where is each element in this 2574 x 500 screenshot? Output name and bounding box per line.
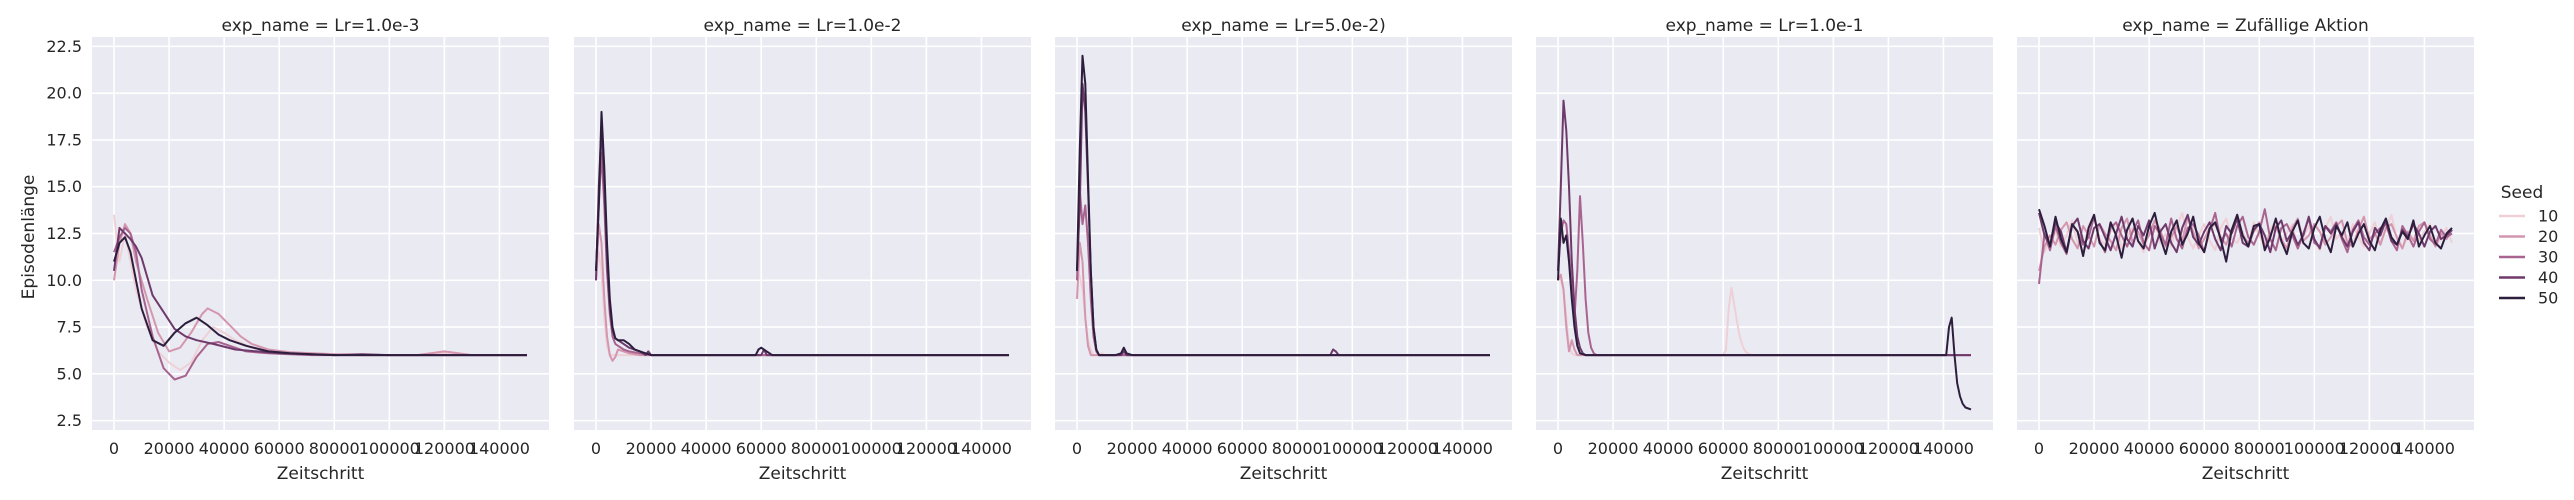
- series-line-seed-50: [2038, 208, 2453, 263]
- y-tick-label: 17.5: [46, 130, 82, 149]
- x-tick-label: 0: [1072, 439, 1082, 458]
- x-tick-label: 60000: [2179, 439, 2230, 458]
- x-tick-label: 120000: [1377, 439, 1438, 458]
- x-axis-label: Zeitschritt: [277, 464, 365, 484]
- x-tick-label: 100000: [841, 439, 902, 458]
- facet-panel: exp_name = Lr=1.0e-2 0 20000 40000 60000 8000…: [574, 16, 1031, 484]
- x-tick-label: 80000: [791, 439, 842, 458]
- series-line-seed-50: [1076, 54, 1490, 357]
- x-tick-label: 40000: [2124, 439, 2175, 458]
- facet-panel: exp_name = Lr=1.0e-3 0 20000 40000 60000 8000…: [46, 16, 549, 484]
- y-tick-label: 22.5: [46, 37, 82, 56]
- x-tick-label: 20000: [2069, 439, 2120, 458]
- x-tick-label: 0: [2034, 439, 2044, 458]
- x-tick-label: 140000: [951, 439, 1012, 458]
- y-tick-label: 7.5: [57, 318, 82, 337]
- facet-panel: exp_name = Lr=5.0e-2) 0 20000 40000 60000 800…: [1055, 16, 1512, 484]
- x-tick-label: 100000: [2284, 439, 2345, 458]
- y-tick-label: 2.5: [57, 411, 82, 430]
- y-tick-label: 15.0: [46, 177, 82, 196]
- x-tick-label: 60000: [736, 439, 787, 458]
- facet-panel: exp_name = Zufällige Aktion 0 20000 40000 60…: [2017, 16, 2474, 484]
- y-tick-label: 12.5: [46, 224, 82, 243]
- x-tick-label: 100000: [359, 439, 420, 458]
- x-tick-label: 0: [591, 439, 601, 458]
- x-tick-label: 60000: [1217, 439, 1268, 458]
- series-line-seed-20: [595, 223, 1009, 362]
- x-tick-label: 20000: [1107, 439, 1158, 458]
- legend-label: 10: [2538, 207, 2558, 226]
- y-tick-label: 10.0: [46, 271, 82, 290]
- x-axis-label: Zeitschritt: [759, 464, 847, 484]
- y-axis-label: Episodenlänge: [19, 175, 39, 300]
- x-tick-label: 100000: [1803, 439, 1864, 458]
- series-line-seed-30: [595, 152, 1009, 357]
- x-axis-label: Zeitschritt: [2202, 464, 2290, 484]
- x-axis-label: Zeitschritt: [1721, 464, 1809, 484]
- x-tick-label: 80000: [1272, 439, 1323, 458]
- x-tick-label: 80000: [2234, 439, 2285, 458]
- x-tick-label: 140000: [1432, 439, 1493, 458]
- x-tick-label: 140000: [469, 439, 530, 458]
- x-tick-label: 20000: [626, 439, 677, 458]
- x-tick-label: 80000: [1753, 439, 1804, 458]
- legend-label: 40: [2538, 268, 2558, 287]
- legend-label: 30: [2538, 248, 2558, 267]
- legend-label: 20: [2538, 227, 2558, 246]
- series-line-seed-30: [1557, 195, 1971, 357]
- x-tick-label: 120000: [1858, 439, 1919, 458]
- panel-title: exp_name = Lr=1.0e-2: [704, 16, 902, 36]
- x-tick-label: 120000: [2339, 439, 2400, 458]
- panel-title: exp_name = Zufällige Aktion: [2122, 16, 2368, 36]
- series-line-seed-50: [1557, 217, 1972, 411]
- series-line-seed-20: [1557, 273, 1971, 357]
- x-tick-label: 40000: [681, 439, 732, 458]
- x-tick-label: 140000: [1913, 439, 1974, 458]
- series-line-seed-40: [2038, 212, 2453, 254]
- x-tick-label: 0: [109, 439, 119, 458]
- x-tick-label: 20000: [1588, 439, 1639, 458]
- x-tick-label: 20000: [144, 439, 195, 458]
- x-axis-label: Zeitschritt: [1240, 464, 1328, 484]
- series-line-seed-50: [595, 110, 1009, 357]
- x-tick-label: 100000: [1322, 439, 1383, 458]
- series-line-seed-50: [113, 236, 527, 357]
- x-tick-label: 0: [1553, 439, 1563, 458]
- x-tick-label: 40000: [199, 439, 250, 458]
- x-tick-label: 140000: [2394, 439, 2455, 458]
- y-tick-label: 5.0: [57, 364, 82, 383]
- x-tick-label: 40000: [1643, 439, 1694, 458]
- facet-panel: exp_name = Lr=1.0e-1 0 20000 40000 60000 8000…: [1536, 16, 1993, 484]
- panel-title: exp_name = Lr=1.0e-1: [1666, 16, 1864, 36]
- y-tick-label: 20.0: [46, 84, 82, 103]
- x-tick-label: 60000: [254, 439, 305, 458]
- legend-label: 50: [2538, 289, 2558, 308]
- x-tick-label: 120000: [414, 439, 475, 458]
- facet-panels: exp_name = Lr=1.0e-30 20000 40000 60000 8000…: [46, 16, 2474, 484]
- x-tick-label: 120000: [896, 439, 957, 458]
- legend-title: Seed: [2501, 183, 2544, 203]
- x-tick-label: 60000: [1698, 439, 1749, 458]
- x-tick-label: 40000: [1162, 439, 1213, 458]
- panel-title: exp_name = Lr=1.0e-3: [222, 16, 420, 36]
- x-tick-label: 80000: [309, 439, 360, 458]
- panel-title: exp_name = Lr=5.0e-2): [1181, 16, 1386, 36]
